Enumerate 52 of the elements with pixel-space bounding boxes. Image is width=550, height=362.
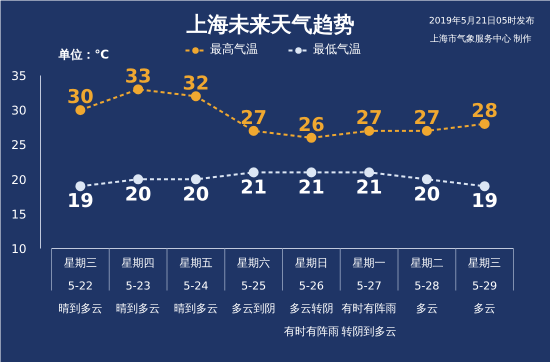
point <box>306 167 316 178</box>
x-tick-label: 星期三 5-22 晴到多云 <box>58 256 102 315</box>
y-tick-label: 20 <box>11 172 27 187</box>
y-tick-label: 15 <box>11 207 27 222</box>
data-label: 19 <box>471 190 498 212</box>
x-tick-label: 星期一 5-27 有时有阵雨转阴到多云 <box>342 256 397 338</box>
y-tick-label: 30 <box>11 104 27 118</box>
data-label: 27 <box>414 106 440 129</box>
data-label: 27 <box>356 106 382 129</box>
data-label: 20 <box>414 183 440 206</box>
x-tick-label: 星期二 5-28 多云 <box>410 256 444 315</box>
chart-title: 上海未来天气趋势 <box>186 12 354 36</box>
point <box>480 118 490 129</box>
point <box>480 181 490 192</box>
x-tick-label: 星期三 5-29 多云 <box>468 256 502 315</box>
data-label: 28 <box>471 100 498 122</box>
point <box>190 91 201 102</box>
x-tick-label: 星期五 5-24 晴到多云 <box>174 256 218 315</box>
point <box>422 174 432 184</box>
data-label: 21 <box>356 176 382 198</box>
data-label: 33 <box>124 65 152 88</box>
data-label: 32 <box>182 72 210 94</box>
data-label: 20 <box>124 183 152 206</box>
point <box>364 126 374 136</box>
text: 2019年5月21日05时发布 <box>428 16 535 26</box>
data-label: 21 <box>240 176 267 198</box>
data-label: 26 <box>298 114 325 136</box>
y-tick-label: 25 <box>11 138 27 152</box>
y-tick-label: 10 <box>11 242 27 256</box>
point <box>75 105 86 116</box>
point <box>422 126 432 136</box>
x-tick-label: 星期四 5-23 晴到多云 <box>116 256 160 315</box>
x-tick-label: 星期日 5-26 多云转阴有时有阵雨 <box>284 256 339 338</box>
data-label: 19 <box>67 190 94 212</box>
point <box>306 132 316 143</box>
data-label: 30 <box>67 86 94 108</box>
point <box>248 167 259 178</box>
data-label: 21 <box>298 176 325 198</box>
y-tick-label: 35 <box>11 69 27 83</box>
legend-label: 最高气温 <box>210 41 258 58</box>
legend-label: 最低气温 <box>313 41 361 58</box>
point <box>364 167 374 178</box>
data-label: 20 <box>182 183 210 206</box>
data-label: 27 <box>240 106 267 129</box>
point <box>190 174 201 184</box>
text: 单位：℃ <box>58 48 110 62</box>
x-tick-label: 星期六 5-25 多云到阴 <box>232 256 276 315</box>
text: 上海市气象服务中心 制作 <box>430 34 532 44</box>
point <box>75 181 86 192</box>
point <box>248 126 259 136</box>
point <box>133 174 144 184</box>
point <box>133 84 144 94</box>
